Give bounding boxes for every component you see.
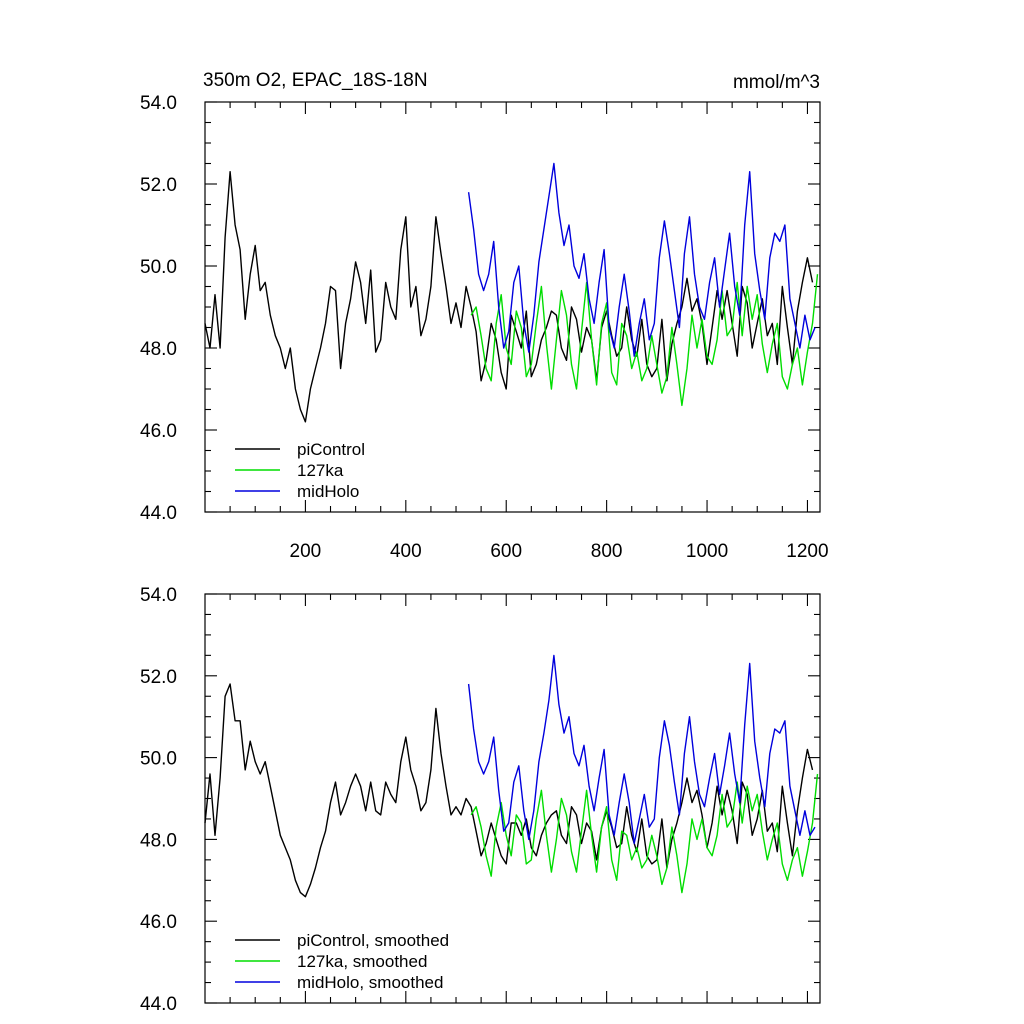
top-chart-units: mmol/m^3 bbox=[733, 72, 820, 93]
top-chart-title: 350m O2, EPAC_18S-18N bbox=[203, 70, 428, 91]
top-x-tick-label: 1200 bbox=[786, 541, 828, 562]
top-legend-label: midHolo bbox=[297, 482, 359, 501]
top-series-line-3 bbox=[467, 162, 816, 357]
top-x-tick-label: 800 bbox=[591, 541, 623, 562]
top-y-tick-label: 48.0 bbox=[140, 339, 177, 360]
bottom-y-tick-label: 52.0 bbox=[140, 667, 177, 688]
top-x-tick-label: 1000 bbox=[686, 541, 728, 562]
top-series-line-1 bbox=[204, 170, 814, 423]
bottom-y-tick-label: 54.0 bbox=[140, 585, 177, 606]
bottom-y-tick-label: 48.0 bbox=[140, 830, 177, 851]
top-x-tick-label: 400 bbox=[390, 541, 422, 562]
top-x-tick-label: 600 bbox=[490, 541, 522, 562]
top-legend-label: piControl bbox=[297, 440, 365, 459]
bottom-y-tick-label: 50.0 bbox=[140, 749, 177, 770]
top-series-line-2 bbox=[470, 274, 819, 407]
top-panel: 44.0 46.0 48.0 50.0 52.0 54.0 200 400 600 800 1000… bbox=[140, 93, 829, 562]
top-y-tick-label: 52.0 bbox=[140, 175, 177, 196]
top-y-tick-label: 50.0 bbox=[140, 257, 177, 278]
bottom-legend-label: 127ka, smoothed bbox=[297, 952, 427, 971]
top-x-tick-label: 200 bbox=[290, 541, 322, 562]
top-y-tick-label: 44.0 bbox=[140, 503, 177, 524]
bottom-legend-label: piControl, smoothed bbox=[297, 931, 449, 950]
top-legend-label: 127ka bbox=[297, 461, 344, 480]
bottom-legend-label: midHolo, smoothed bbox=[297, 973, 443, 992]
bottom-y-tick-label: 46.0 bbox=[140, 912, 177, 933]
bottom-panel: 44.0 46.0 48.0 50.0 52.0 54.0 piControl, smoot… bbox=[140, 585, 821, 1015]
top-y-tick-label: 46.0 bbox=[140, 421, 177, 442]
bottom-series-line-3 bbox=[467, 654, 816, 845]
bottom-y-tick-label: 44.0 bbox=[140, 994, 177, 1015]
bottom-series-line-1 bbox=[204, 683, 814, 898]
bottom-series-line-2 bbox=[470, 773, 819, 894]
top-y-tick-label: 54.0 bbox=[140, 93, 177, 114]
